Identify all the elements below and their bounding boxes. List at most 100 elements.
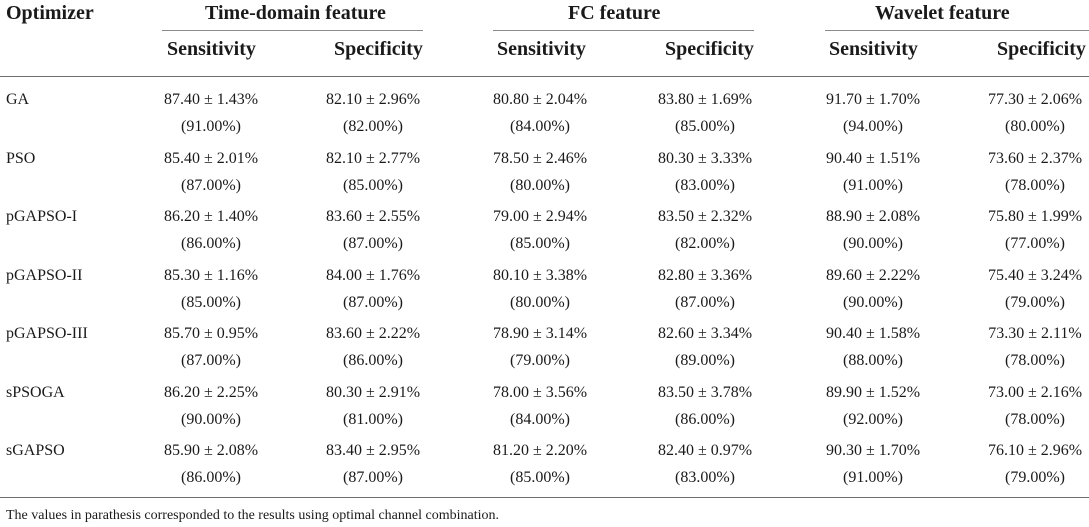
- cell-mean: 88.90 ± 2.08%: [825, 208, 921, 225]
- cell-optimal: (78.00%): [1005, 176, 1065, 194]
- cell-optimal: (84.00%): [510, 410, 570, 428]
- cell-optimal: (82.00%): [343, 118, 403, 135]
- cell-optimal: (86.00%): [675, 410, 735, 428]
- row-label: pGAPSO-II: [6, 266, 83, 284]
- cell-optimal: (86.00%): [181, 469, 241, 486]
- cell-optimal: (78.00%): [1005, 352, 1065, 369]
- subheader-specificity: Specificity: [334, 38, 423, 60]
- cell-mean: 83.60 ± 2.55%: [325, 208, 421, 225]
- cell-optimal: (89.00%): [675, 352, 735, 369]
- group-header-fc: FC feature: [568, 2, 661, 24]
- cell-mean: 83.60 ± 2.22%: [325, 325, 421, 342]
- cell-optimal: (83.00%): [675, 469, 735, 486]
- cell-optimal: (80.00%): [510, 293, 570, 311]
- cell-mean: 87.40 ± 1.43%: [163, 91, 259, 108]
- cell-mean: 90.40 ± 1.58%: [825, 325, 921, 342]
- cell-optimal: (80.00%): [510, 176, 570, 194]
- cell-optimal: (82.00%): [675, 235, 735, 252]
- subheader-specificity: Specificity: [997, 38, 1086, 60]
- cell-mean: 81.20 ± 2.20%: [492, 442, 588, 459]
- cell-mean: 84.00 ± 1.76%: [325, 266, 421, 284]
- cell-optimal: (78.00%): [1005, 410, 1065, 428]
- cell-mean: 91.70 ± 1.70%: [825, 91, 921, 108]
- cell-mean: 82.10 ± 2.96%: [325, 91, 421, 108]
- group-header-time-domain: Time-domain feature: [205, 2, 386, 24]
- group-header-wavelet: Wavelet feature: [875, 2, 1010, 24]
- cell-mean: 82.60 ± 3.34%: [657, 325, 753, 342]
- cell-mean: 83.50 ± 2.32%: [657, 208, 753, 225]
- cell-optimal: (94.00%): [843, 118, 903, 135]
- cell-optimal: (79.00%): [1005, 293, 1065, 311]
- cell-mean: 80.30 ± 2.91%: [325, 383, 421, 401]
- cell-optimal: (92.00%): [843, 410, 903, 428]
- row-label: pGAPSO-III: [6, 325, 88, 342]
- cell-optimal: (79.00%): [1005, 469, 1065, 486]
- cell-mean: 75.80 ± 1.99%: [987, 208, 1083, 225]
- subheader-sensitivity: Sensitivity: [829, 38, 918, 60]
- subheader-sensitivity: Sensitivity: [497, 38, 586, 60]
- cell-optimal: (77.00%): [1005, 235, 1065, 252]
- cell-optimal: (85.00%): [343, 176, 403, 194]
- cell-optimal: (84.00%): [510, 118, 570, 135]
- cell-optimal: (90.00%): [181, 410, 241, 428]
- cell-optimal: (85.00%): [675, 118, 735, 135]
- cell-optimal: (86.00%): [343, 352, 403, 369]
- cell-mean: 80.80 ± 2.04%: [492, 91, 588, 108]
- cell-optimal: (85.00%): [181, 293, 241, 311]
- cell-optimal: (90.00%): [843, 235, 903, 252]
- cell-optimal: (87.00%): [181, 176, 241, 194]
- row-label: sGAPSO: [6, 442, 65, 459]
- subheader-specificity: Specificity: [665, 38, 754, 60]
- cell-mean: 83.40 ± 2.95%: [325, 442, 421, 459]
- cell-optimal: (80.00%): [1005, 118, 1065, 135]
- cell-optimal: (81.00%): [343, 410, 403, 428]
- cell-mean: 75.40 ± 3.24%: [987, 266, 1083, 284]
- cell-optimal: (88.00%): [843, 352, 903, 369]
- cell-mean: 85.30 ± 1.16%: [163, 266, 259, 284]
- cell-mean: 82.10 ± 2.77%: [325, 149, 421, 167]
- cell-optimal: (87.00%): [343, 293, 403, 311]
- header-rule: [0, 76, 1089, 77]
- cell-mean: 80.30 ± 3.33%: [657, 149, 753, 167]
- cell-mean: 85.90 ± 2.08%: [163, 442, 259, 459]
- table-footnote: The values in parathesis corresponded to…: [6, 508, 499, 523]
- cell-mean: 89.60 ± 2.22%: [825, 266, 921, 284]
- cell-mean: 73.30 ± 2.11%: [988, 325, 1082, 342]
- cell-optimal: (91.00%): [843, 469, 903, 486]
- cell-mean: 78.90 ± 3.14%: [492, 325, 588, 342]
- cell-mean: 82.80 ± 3.36%: [657, 266, 753, 284]
- cell-mean: 90.30 ± 1.70%: [825, 442, 921, 459]
- cell-optimal: (91.00%): [843, 176, 903, 194]
- row-label: GA: [6, 91, 30, 108]
- cell-mean: 89.90 ± 1.52%: [825, 383, 921, 401]
- cell-mean: 85.70 ± 0.95%: [163, 325, 259, 342]
- cell-mean: 79.00 ± 2.94%: [492, 208, 588, 225]
- cell-optimal: (87.00%): [181, 352, 241, 369]
- cell-mean: 80.10 ± 3.38%: [492, 266, 588, 284]
- corner-header: Optimizer: [6, 2, 94, 24]
- cell-mean: 78.50 ± 2.46%: [492, 149, 588, 167]
- bottom-rule: [0, 497, 1089, 498]
- cell-mean: 83.50 ± 3.78%: [657, 383, 753, 401]
- cell-mean: 77.30 ± 2.06%: [987, 91, 1083, 108]
- cell-optimal: (90.00%): [843, 293, 903, 311]
- cell-mean: 85.40 ± 2.01%: [163, 149, 259, 167]
- cell-optimal: (87.00%): [343, 235, 403, 252]
- group-underline-fc: [493, 30, 754, 31]
- cell-mean: 86.20 ± 2.25%: [163, 383, 259, 401]
- cell-mean: 73.00 ± 2.16%: [987, 383, 1083, 401]
- cell-optimal: (85.00%): [510, 235, 570, 252]
- cell-optimal: (83.00%): [675, 176, 735, 194]
- cell-mean: 86.20 ± 1.40%: [163, 208, 259, 225]
- cell-mean: 73.60 ± 2.37%: [987, 149, 1083, 167]
- group-underline-wavelet: [825, 30, 1089, 31]
- cell-optimal: (91.00%): [181, 118, 241, 135]
- cell-mean: 90.40 ± 1.51%: [825, 149, 921, 167]
- subheader-sensitivity: Sensitivity: [167, 38, 256, 60]
- row-label: PSO: [6, 149, 36, 167]
- row-label: sPSOGA: [6, 383, 65, 401]
- cell-optimal: (79.00%): [510, 352, 570, 369]
- cell-optimal: (85.00%): [510, 469, 570, 486]
- cell-mean: 82.40 ± 0.97%: [657, 442, 753, 459]
- row-label: pGAPSO-I: [6, 208, 78, 225]
